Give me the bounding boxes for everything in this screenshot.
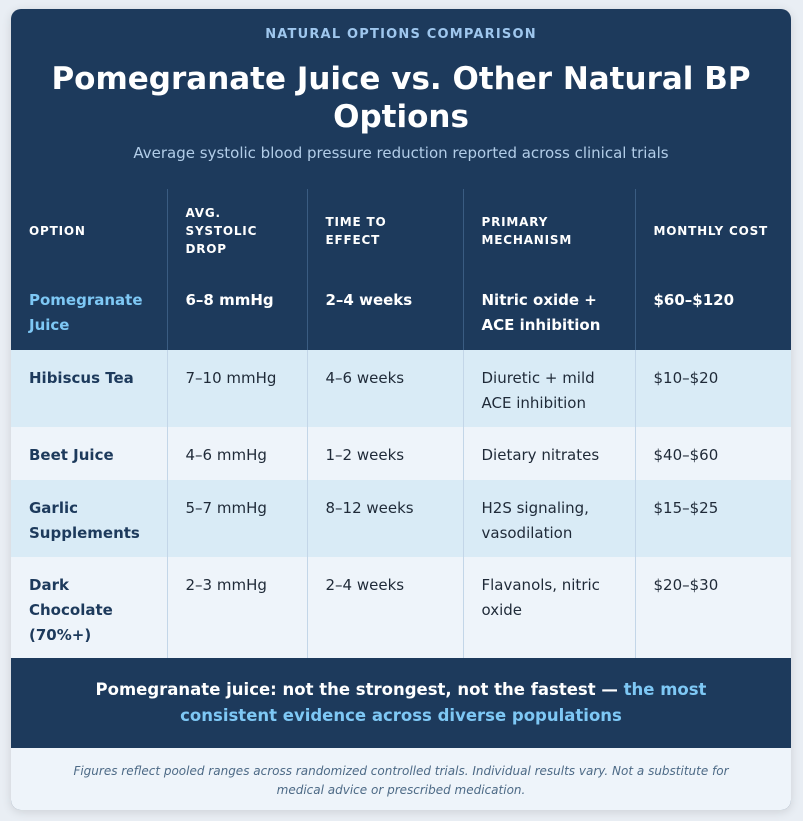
- summary-lead: Pomegranate juice: not the strongest, no…: [95, 680, 624, 699]
- page-title: Pomegranate Juice vs. Other Natural BP O…: [51, 61, 751, 135]
- cell-time-to-effect: 2–4 weeks: [307, 557, 464, 658]
- cell-option: Hibiscus Tea: [11, 350, 168, 427]
- summary-banner: Pomegranate juice: not the strongest, no…: [11, 658, 791, 748]
- table-row: Hibiscus Tea 7–10 mmHg 4–6 weeks Diureti…: [11, 350, 791, 427]
- cell-mechanism: Diuretic + mild ACE inhibition: [463, 350, 636, 427]
- cell-option: Garlic Supplements: [11, 480, 168, 557]
- summary-accent: the most consistent evidence across dive…: [180, 680, 707, 725]
- cell-time-to-effect: 8–12 weeks: [307, 480, 464, 557]
- cell-monthly-cost: $10–$20: [635, 350, 791, 427]
- comparison-card: NATURAL OPTIONS COMPARISON Pomegranate J…: [11, 9, 791, 810]
- cell-option: Dark Chocolate (70%+): [11, 557, 168, 658]
- cell-option: Beet Juice: [11, 427, 168, 480]
- cell-time-to-effect: 4–6 weeks: [307, 350, 464, 427]
- cell-systolic-drop: 2–3 mmHg: [167, 557, 308, 658]
- cell-mechanism: Flavanols, nitric oxide: [463, 557, 636, 658]
- cell-systolic-drop: 7–10 mmHg: [167, 350, 308, 427]
- column-header-systolic-drop: AVG. SYSTOLIC DROP: [167, 189, 308, 273]
- cell-monthly-cost: $40–$60: [635, 427, 791, 480]
- column-header-mechanism: PRIMARY MECHANISM: [463, 189, 636, 273]
- eyebrow-label: NATURAL OPTIONS COMPARISON: [265, 27, 537, 42]
- cell-time-to-effect: 2–4 weeks: [307, 273, 464, 350]
- comparison-table: OPTION AVG. SYSTOLIC DROP TIME TO EFFECT…: [11, 189, 791, 658]
- header: NATURAL OPTIONS COMPARISON Pomegranate J…: [11, 9, 791, 189]
- cell-mechanism: H2S signaling, vasodilation: [463, 480, 636, 557]
- cell-monthly-cost: $60–$120: [653, 291, 735, 309]
- table-row: Beet Juice 4–6 mmHg 1–2 weeks Dietary ni…: [11, 427, 791, 480]
- cell-monthly-cost: $15–$25: [635, 480, 791, 557]
- table-header-row: OPTION AVG. SYSTOLIC DROP TIME TO EFFECT…: [11, 189, 791, 273]
- cell-mechanism: Nitric oxide + ACE inhibition: [463, 273, 636, 350]
- disclaimer-text: Figures reflect pooled ranges across ran…: [73, 764, 729, 797]
- summary-text: Pomegranate juice: not the strongest, no…: [51, 677, 751, 729]
- cell-option: Pomegranate Juice: [11, 273, 168, 350]
- table-row: Garlic Supplements 5–7 mmHg 8–12 weeks H…: [11, 480, 791, 557]
- column-header-time-to-effect: TIME TO EFFECT: [307, 189, 464, 273]
- cell-monthly-cost: $20–$30: [635, 557, 791, 658]
- cell-time-to-effect: 1–2 weeks: [307, 427, 464, 480]
- table-row: Dark Chocolate (70%+) 2–3 mmHg 2–4 weeks…: [11, 557, 791, 658]
- table-row-highlighted: Pomegranate Juice 6–8 mmHg 2–4 weeks Nit…: [11, 273, 791, 350]
- page-subtitle: Average systolic blood pressure reductio…: [133, 144, 669, 162]
- column-header-option: OPTION: [11, 189, 168, 273]
- disclaimer-footer: Figures reflect pooled ranges across ran…: [11, 748, 791, 810]
- cell-systolic-drop: 6–8 mmHg: [167, 273, 308, 350]
- cell-systolic-drop: 4–6 mmHg: [167, 427, 308, 480]
- cell-systolic-drop: 5–7 mmHg: [167, 480, 308, 557]
- cell-mechanism: Dietary nitrates: [463, 427, 636, 480]
- column-header-monthly-cost: MONTHLY COST: [653, 224, 768, 238]
